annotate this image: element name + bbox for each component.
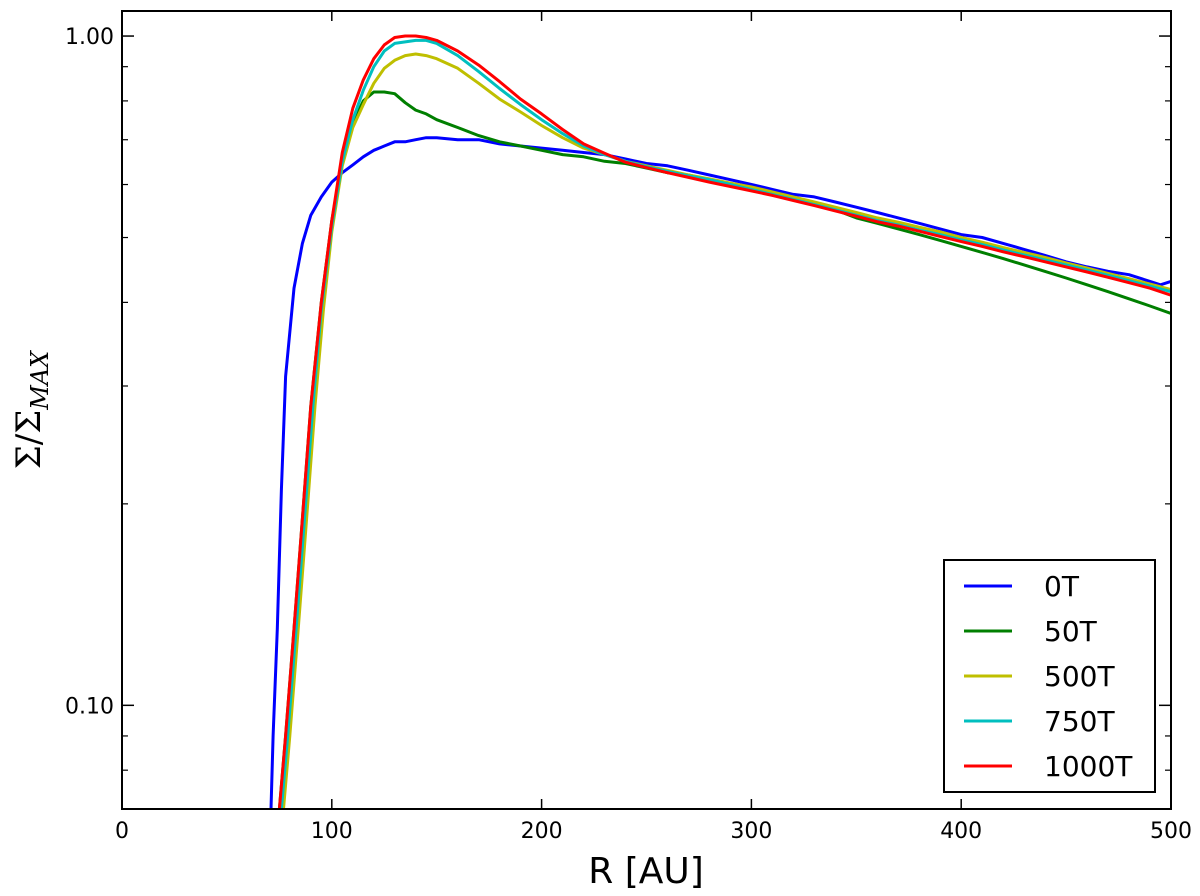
y-axis-label-subscript: MAX — [26, 350, 54, 411]
x-tick-label: 200 — [521, 819, 563, 844]
legend-label-750T: 750T — [1044, 705, 1115, 738]
tick-layer: 0 100 200 300 400 500 0.10 1.00 — [65, 11, 1192, 844]
x-tick-label: 400 — [940, 819, 982, 844]
legend-label-1000T: 1000T — [1044, 750, 1133, 783]
x-axis-label: R [AU] — [588, 851, 704, 892]
x-tick-label: 300 — [730, 819, 772, 844]
x-tick-label: 500 — [1150, 819, 1192, 844]
x-tick-label: 100 — [311, 819, 353, 844]
legend-label-500T: 500T — [1044, 660, 1115, 693]
series-layer — [269, 34, 1171, 809]
legend-label-0T: 0T — [1044, 570, 1080, 603]
y-tick-label: 1.00 — [65, 25, 114, 50]
y-axis-label-main: Σ/Σ — [9, 410, 49, 470]
x-tick-label: 0 — [115, 819, 129, 844]
legend: 0T 50T 500T 750T 1000T — [943, 559, 1156, 793]
series-line-1000T — [277, 34, 1171, 809]
plot-frame — [121, 10, 1172, 810]
y-axis-label: Σ/ΣMAX — [9, 350, 54, 469]
legend-label-50T: 50T — [1044, 615, 1098, 648]
y-tick-label: 0.10 — [65, 694, 114, 719]
